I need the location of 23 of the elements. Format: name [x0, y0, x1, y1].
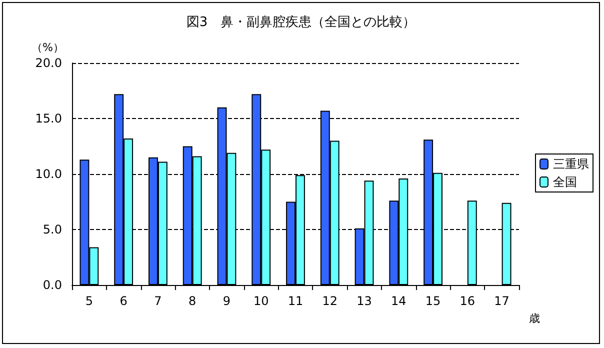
x-tick-label: 5: [85, 294, 94, 308]
x-tick-label: 8: [188, 294, 196, 308]
x-tick-label: 10: [253, 294, 269, 308]
chart-title: 図3 鼻・副鼻腔疾患（全国との比較）: [186, 15, 416, 30]
y-tick-label: 15.0: [35, 112, 62, 126]
x-tick-label: 7: [154, 294, 162, 308]
y-tick-label: 0.0: [42, 278, 62, 292]
x-tick-label: 6: [120, 294, 128, 308]
y-tick-label: 20.0: [35, 56, 62, 70]
y-tick-label: 10.0: [35, 167, 62, 181]
y-tick-label: 5.0: [42, 222, 62, 236]
y-axis-title: （%）: [32, 41, 64, 54]
x-tick-label: 12: [322, 294, 338, 308]
legend-label: 全国: [553, 175, 577, 189]
x-tick-label: 14: [391, 294, 406, 308]
x-tick-label: 17: [494, 294, 510, 308]
x-tick-label: 15: [425, 294, 441, 308]
x-tick-label: 13: [356, 294, 372, 308]
x-tick-label: 9: [222, 294, 231, 308]
legend-label: 三重県: [553, 157, 589, 171]
x-axis-title: 歳: [529, 312, 540, 325]
x-tick-label: 11: [288, 294, 304, 308]
x-tick-label: 16: [460, 294, 476, 308]
